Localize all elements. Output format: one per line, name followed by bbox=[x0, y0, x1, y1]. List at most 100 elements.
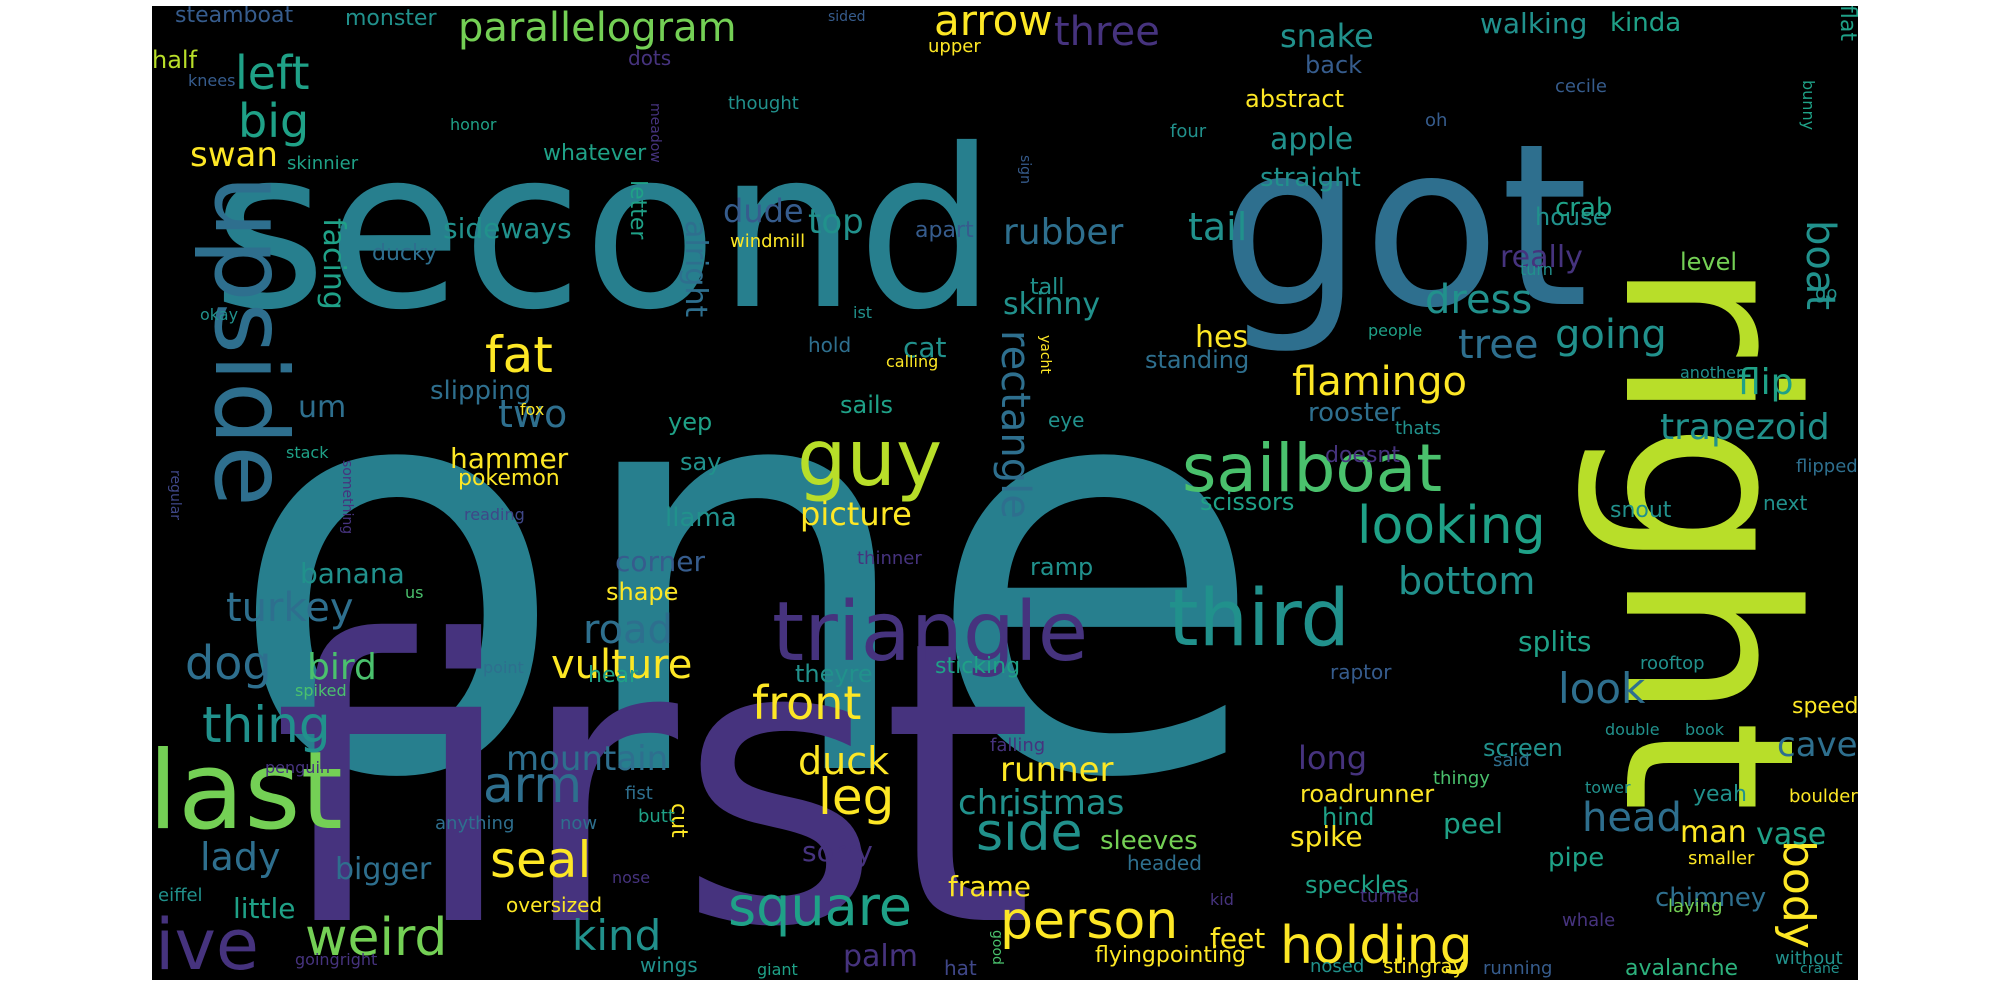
word-facing: facing bbox=[316, 218, 351, 310]
word-calling: calling bbox=[886, 352, 939, 371]
word-penguin: penguin bbox=[265, 758, 331, 777]
word-snake: snake bbox=[1280, 17, 1374, 55]
word-hammer: hammer bbox=[450, 442, 569, 475]
word-oversized: oversized bbox=[506, 893, 603, 917]
word-triangle: triangle bbox=[772, 585, 1089, 680]
word-turn: turn bbox=[1520, 260, 1553, 279]
word-look: look bbox=[1558, 664, 1646, 713]
word-lady: lady bbox=[200, 835, 281, 879]
word-theyre: theyre bbox=[795, 660, 873, 688]
word-butt: butt bbox=[638, 806, 675, 827]
word-running: running bbox=[1483, 958, 1553, 979]
word-palm: palm bbox=[843, 939, 918, 974]
word-kind: kind bbox=[572, 911, 662, 960]
word-looking: looking bbox=[1357, 496, 1546, 556]
word-rooftop: rooftop bbox=[1640, 653, 1705, 674]
word-letter: letter bbox=[625, 180, 650, 240]
word-shape: shape bbox=[606, 578, 679, 606]
word-dots: dots bbox=[628, 46, 672, 70]
word-sorry: sorry bbox=[802, 835, 873, 868]
word-llama: llama bbox=[665, 503, 737, 533]
word-weird: weird bbox=[305, 908, 448, 968]
word-cut: cut bbox=[666, 803, 691, 838]
word-kid: kid bbox=[1210, 890, 1234, 909]
word-level: level bbox=[1680, 248, 1738, 276]
word-avalanche: avalanche bbox=[1625, 956, 1739, 980]
word-top: top bbox=[808, 202, 864, 242]
word-fat: fat bbox=[485, 326, 553, 384]
word-flipped: flipped bbox=[1796, 456, 1858, 477]
word-hes: hes bbox=[1195, 320, 1249, 355]
word-crane: crane bbox=[1800, 961, 1840, 977]
word-sailboat: sailboat bbox=[1182, 430, 1443, 507]
word-tall: tall bbox=[1030, 275, 1065, 300]
word-eiffel: eiffel bbox=[158, 885, 203, 906]
word-book: book bbox=[1685, 720, 1724, 739]
word-side: side bbox=[976, 803, 1083, 863]
word-ramp: ramp bbox=[1030, 553, 1094, 581]
word-scissors: scissors bbox=[1200, 488, 1295, 516]
word-splits: splits bbox=[1518, 625, 1592, 658]
word-yacht: yacht bbox=[1037, 335, 1053, 374]
word-third: third bbox=[1168, 574, 1350, 664]
word-chimney: chimney bbox=[1655, 883, 1767, 913]
word-kinda: kinda bbox=[1610, 8, 1682, 38]
word-man: man bbox=[1680, 815, 1747, 850]
word-dude: dude bbox=[723, 192, 804, 230]
word-upper: upper bbox=[928, 36, 981, 57]
word-whatever: whatever bbox=[543, 141, 647, 166]
word-yeah: yeah bbox=[1693, 782, 1747, 807]
word-duck: duck bbox=[798, 739, 890, 783]
word-alright: alright bbox=[678, 220, 713, 318]
word-really: really bbox=[1500, 240, 1583, 275]
word-long: long bbox=[1298, 739, 1368, 777]
word-frame: frame bbox=[948, 870, 1032, 903]
word-big: big bbox=[238, 94, 310, 148]
word-goingright: goingright bbox=[295, 950, 378, 969]
word-seal: seal bbox=[490, 831, 592, 889]
word-turkey: turkey bbox=[226, 585, 354, 631]
word-speed: speed bbox=[1792, 694, 1858, 719]
word-pipe: pipe bbox=[1548, 843, 1605, 873]
word-point: point bbox=[483, 658, 524, 677]
word-flamingo: flamingo bbox=[1292, 359, 1467, 405]
word-runner: runner bbox=[1000, 750, 1114, 790]
word-regular: regular bbox=[167, 470, 183, 521]
word-one: one bbox=[225, 249, 1268, 901]
word-now: now bbox=[560, 813, 598, 834]
word-square: square bbox=[728, 875, 912, 938]
word-bigger: bigger bbox=[335, 852, 432, 887]
word-reading: reading bbox=[464, 505, 525, 524]
word-boulder: boulder bbox=[1789, 786, 1858, 807]
word-trapezoid: trapezoid bbox=[1660, 407, 1830, 448]
word-say: say bbox=[680, 448, 722, 476]
word-cave: cave bbox=[1777, 725, 1858, 765]
word-stingray: stingray bbox=[1383, 954, 1465, 978]
word-skinnier: skinnier bbox=[287, 153, 359, 174]
word-upside: upside bbox=[192, 175, 309, 507]
word-second: second bbox=[212, 102, 997, 358]
word-first: first bbox=[272, 558, 1035, 980]
word-ive: ive bbox=[155, 904, 259, 980]
word-christmas: christmas bbox=[958, 783, 1125, 823]
word-fist: fist bbox=[625, 783, 653, 804]
word-without: without bbox=[1775, 948, 1843, 969]
word-spiked: spiked bbox=[295, 681, 347, 700]
word-vase: vase bbox=[1756, 817, 1827, 852]
word-go: go bbox=[1815, 283, 1838, 304]
word-us: us bbox=[405, 583, 424, 602]
word-little: little bbox=[233, 892, 296, 925]
word-cloud: one first second got right upside last triangle… bbox=[152, 6, 1858, 980]
word-road: road bbox=[583, 607, 673, 653]
word-guy: guy bbox=[797, 414, 943, 504]
word-um: um bbox=[298, 390, 347, 425]
word-wings: wings bbox=[640, 953, 698, 977]
word-thought: thought bbox=[728, 93, 799, 114]
word-people: people bbox=[1368, 321, 1423, 340]
word-tree: tree bbox=[1458, 322, 1539, 368]
word-flip: flip bbox=[1738, 362, 1794, 403]
word-three: three bbox=[1054, 9, 1160, 55]
word-thing: thing bbox=[202, 696, 331, 754]
word-picture: picture bbox=[800, 495, 912, 533]
word-laying: laying bbox=[1668, 896, 1723, 917]
